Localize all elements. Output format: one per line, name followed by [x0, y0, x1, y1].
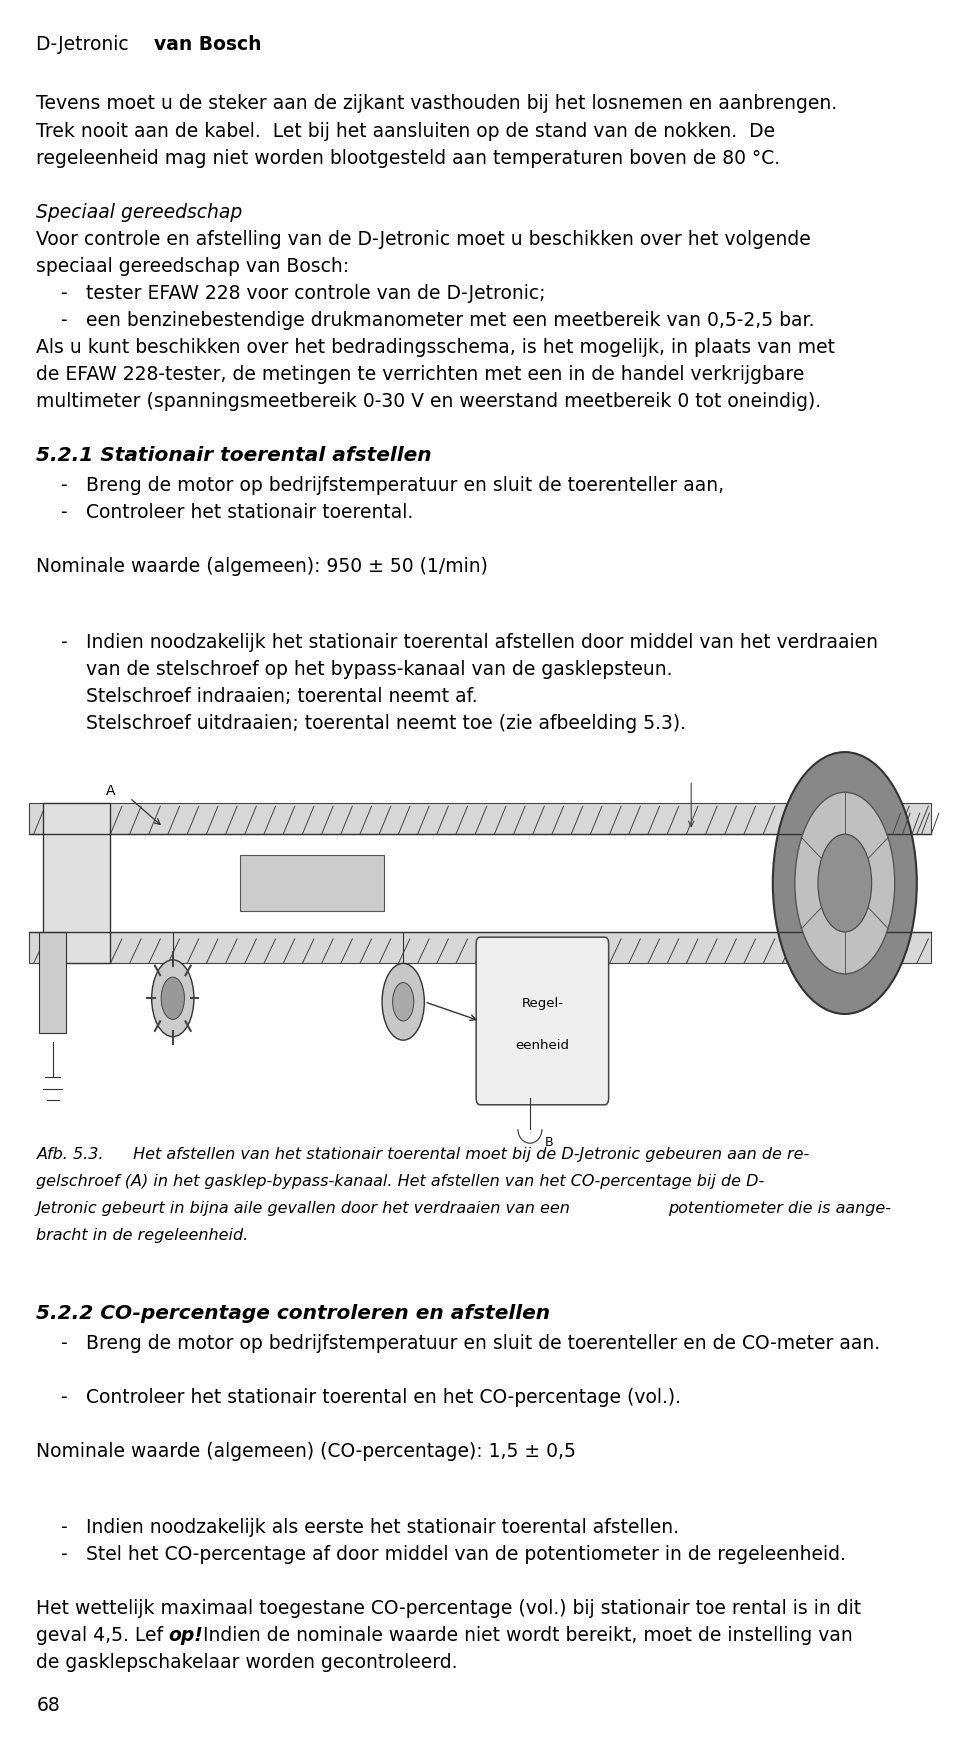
Text: regeleenheid mag niet worden blootgesteld aan temperaturen boven de 80 °C.: regeleenheid mag niet worden blootgestel…	[36, 148, 780, 168]
Text: potentiometer die is aange-: potentiometer die is aange-	[668, 1201, 891, 1217]
Text: -: -	[60, 503, 67, 522]
FancyBboxPatch shape	[476, 938, 609, 1105]
Text: -: -	[60, 1545, 67, 1564]
Text: -: -	[60, 285, 67, 302]
Text: Indien noodzakelijk het stationair toerental afstellen door middel van het verdr: Indien noodzakelijk het stationair toere…	[86, 634, 878, 651]
Text: Tevens moet u de steker aan de zijkant vasthouden bij het losnemen en aanbrengen: Tevens moet u de steker aan de zijkant v…	[36, 94, 838, 113]
Text: -: -	[60, 1388, 67, 1407]
Text: A: A	[106, 784, 115, 798]
Text: -: -	[60, 634, 67, 651]
Text: Nominale waarde (algemeen) (CO-percentage): 1,5 ± 0,5: Nominale waarde (algemeen) (CO-percentag…	[36, 1442, 576, 1461]
Text: een benzinebestendige drukmanometer met een meetbereik van 0,5-2,5 bar.: een benzinebestendige drukmanometer met …	[86, 311, 815, 330]
Text: Breng de motor op bedrijfstemperatuur en sluit de toerenteller aan,: Breng de motor op bedrijfstemperatuur en…	[86, 477, 725, 496]
Text: tester EFAW 228 voor controle van de D-Jetronic;: tester EFAW 228 voor controle van de D-J…	[86, 285, 546, 302]
Text: gelschroef (A) in het gasklep-bypass-kanaal. Het afstellen van het CO-percentage: gelschroef (A) in het gasklep-bypass-kan…	[36, 1173, 765, 1189]
Text: -: -	[60, 477, 67, 496]
Text: de gasklepschakelaar worden gecontroleerd.: de gasklepschakelaar worden gecontroleer…	[36, 1653, 458, 1673]
Bar	[29, 803, 931, 835]
Text: geval 4,5. Lef: geval 4,5. Lef	[36, 1626, 170, 1645]
Text: Voor controle en afstelling van de D-Jetronic moet u beschikken over het volgend: Voor controle en afstelling van de D-Jet…	[36, 230, 811, 248]
Text: Stelschroef indraaien; toerental neemt af.: Stelschroef indraaien; toerental neemt a…	[86, 688, 478, 705]
Bar	[43, 803, 110, 964]
Text: Speciaal gereedschap: Speciaal gereedschap	[36, 203, 243, 222]
Text: van de stelschroef op het bypass-kanaal van de gasklepsteun.: van de stelschroef op het bypass-kanaal …	[86, 660, 673, 679]
Text: -: -	[60, 1517, 67, 1536]
Text: Controleer het stationair toerental en het CO-percentage (vol.).: Controleer het stationair toerental en h…	[86, 1388, 682, 1407]
Text: van Bosch: van Bosch	[154, 35, 261, 54]
Circle shape	[393, 983, 414, 1021]
Text: Indien noodzakelijk als eerste het stationair toerental afstellen.: Indien noodzakelijk als eerste het stati…	[86, 1517, 680, 1536]
Circle shape	[161, 978, 184, 1020]
Text: bracht in de regeleenheid.: bracht in de regeleenheid.	[36, 1227, 249, 1243]
Text: Controleer het stationair toerental.: Controleer het stationair toerental.	[86, 503, 414, 522]
Bar	[10, 763, 950, 1138]
Text: op!: op!	[168, 1626, 203, 1645]
Text: B: B	[544, 1137, 553, 1149]
Text: Regel-: Regel-	[521, 997, 564, 1009]
Text: -: -	[60, 1334, 67, 1353]
Text: speciaal gereedschap van Bosch:: speciaal gereedschap van Bosch:	[36, 257, 349, 276]
Text: 68: 68	[36, 1695, 60, 1715]
Circle shape	[818, 835, 872, 932]
Circle shape	[795, 793, 895, 974]
Text: Afb. 5.3.: Afb. 5.3.	[36, 1147, 104, 1163]
Text: Indien de nominale waarde niet wordt bereikt, moet de instelling van: Indien de nominale waarde niet wordt ber…	[197, 1626, 852, 1645]
Text: Stelschroef uitdraaien; toerental neemt toe (zie afbeelding 5.3).: Stelschroef uitdraaien; toerental neemt …	[86, 714, 686, 733]
Text: de EFAW 228-tester, de metingen te verrichten met een in de handel verkrijgbare: de EFAW 228-tester, de metingen te verri…	[36, 365, 804, 384]
Text: 5.2.2 CO-percentage controleren en afstellen: 5.2.2 CO-percentage controleren en afste…	[36, 1304, 551, 1323]
Text: Het wettelijk maximaal toegestane CO-percentage (vol.) bij stationair toe rental: Het wettelijk maximaal toegestane CO-per…	[36, 1599, 862, 1619]
Text: Jetronic gebeurt in bijna aile gevallen door het verdraaien van een: Jetronic gebeurt in bijna aile gevallen …	[36, 1201, 575, 1217]
Text: Breng de motor op bedrijfstemperatuur en sluit de toerenteller en de CO-meter aa: Breng de motor op bedrijfstemperatuur en…	[86, 1334, 880, 1353]
Text: eenheid: eenheid	[516, 1039, 569, 1051]
Text: Nominale waarde (algemeen): 950 ± 50 (1/min): Nominale waarde (algemeen): 950 ± 50 (1/…	[36, 557, 489, 576]
Text: -: -	[60, 311, 67, 330]
Text: 5.2.1 Stationair toerental afstellen: 5.2.1 Stationair toerental afstellen	[36, 447, 432, 464]
Text: D-Jetronic: D-Jetronic	[36, 35, 135, 54]
Bar	[240, 856, 384, 911]
Text: multimeter (spanningsmeetbereik 0-30 V en weerstand meetbereik 0 tot oneindig).: multimeter (spanningsmeetbereik 0-30 V e…	[36, 393, 822, 410]
Text: Als u kunt beschikken over het bedradingsschema, is het mogelijk, in plaats van : Als u kunt beschikken over het bedrading…	[36, 339, 835, 356]
Text: Trek nooit aan de kabel.  Let bij het aansluiten op de stand van de nokken.  De: Trek nooit aan de kabel. Let bij het aan…	[36, 122, 776, 140]
Text: Stel het CO-percentage af door middel van de potentiometer in de regeleenheid.: Stel het CO-percentage af door middel va…	[86, 1545, 847, 1564]
Bar	[29, 932, 931, 964]
Bar	[39, 932, 66, 1034]
Circle shape	[152, 960, 194, 1037]
Circle shape	[382, 964, 424, 1041]
Circle shape	[773, 753, 917, 1014]
Text: Het afstellen van het stationair toerental moet bij de D-Jetronic gebeuren aan d: Het afstellen van het stationair toerent…	[128, 1147, 809, 1163]
